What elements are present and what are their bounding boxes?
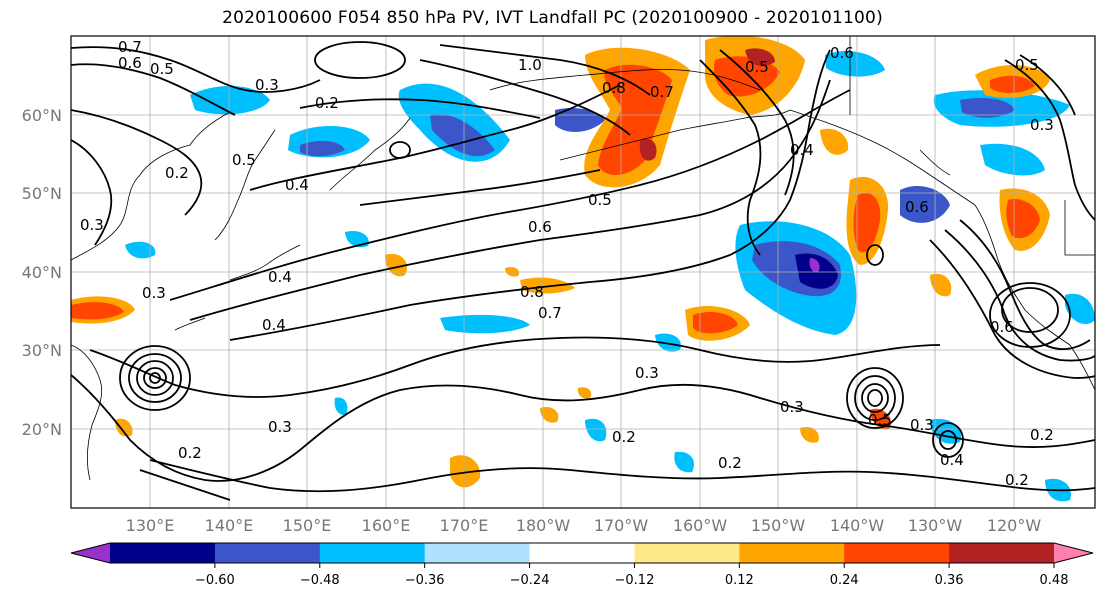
colorbar-ticks: −0.60 −0.48 −0.36 −0.24 −0.12 0.12 0.24 0.36 0.4…	[195, 563, 1069, 588]
colorbar-tick-label: −0.24	[510, 573, 550, 588]
colorbar-segment	[634, 543, 740, 563]
colorbar-max-extension	[1054, 543, 1093, 563]
lon-label: 150°E	[283, 516, 332, 535]
contour-label: 0.6	[118, 54, 142, 72]
contour-label: 0.2	[1030, 426, 1054, 444]
colorbar-segment	[529, 543, 635, 563]
colorbar-outline	[70, 542, 1094, 564]
lon-label: 120°W	[987, 516, 1042, 535]
contour-label: 0.2	[315, 94, 339, 112]
contour-label: 0.3	[1030, 116, 1054, 134]
contour-label: 0.3	[268, 418, 292, 436]
colorbar-segment	[844, 543, 950, 563]
contour-label: 0.3	[255, 76, 279, 94]
contour-label: 0.3	[780, 398, 804, 416]
latitude-labels: 60°N 50°N 40°N 30°N 20°N	[22, 106, 62, 439]
lat-label: 60°N	[22, 106, 62, 125]
lat-label: 40°N	[22, 263, 62, 282]
contour-label: 0.2	[612, 428, 636, 446]
contour-label: 0.5	[150, 60, 174, 78]
contour-label-group: 0.7 0.6 0.5 0.3 0.2 1.0 0.8 0.7 0.5 0.6 …	[80, 38, 1054, 489]
lon-label: 150°W	[751, 516, 806, 535]
lat-label: 20°N	[22, 420, 62, 439]
contour-label: 0.3	[910, 416, 934, 434]
colorbar-min-extension	[71, 543, 110, 563]
lon-label: 180°W	[516, 516, 571, 535]
lon-label: 140°E	[205, 516, 254, 535]
longitude-labels: 130°E 140°E 150°E 160°E 170°E 180°W 170°…	[126, 516, 1042, 535]
lon-label: 160°E	[362, 516, 411, 535]
lon-label: 160°W	[673, 516, 728, 535]
contour-label: 0.3	[635, 364, 659, 382]
colorbar-segment	[424, 543, 531, 563]
contour-label: 0.5	[745, 58, 769, 76]
colorbar-segments	[110, 543, 1055, 563]
colorbar-tick-label: 0.12	[725, 573, 754, 588]
colorbar-tick-label: −0.12	[615, 573, 655, 588]
lon-label: 170°E	[440, 516, 489, 535]
contour-label: 1.0	[518, 56, 542, 74]
contour-label: 0.5	[1015, 56, 1039, 74]
contour-label: 0.4	[285, 176, 309, 194]
contour-label: 0.7	[118, 38, 142, 56]
contour-label: 0.6	[905, 198, 929, 216]
contour-label: 0.2	[718, 454, 742, 472]
contour-label: 0.2	[178, 444, 202, 462]
contour-label: 0.2	[165, 164, 189, 182]
colorbar-tick-label: 0.48	[1040, 573, 1069, 588]
lat-label: 30°N	[22, 341, 62, 360]
contour-label: 0.4	[262, 316, 286, 334]
contour-label: 0.3	[80, 216, 104, 234]
colorbar-tick-label: −0.60	[195, 573, 235, 588]
colorbar-segment	[319, 543, 426, 563]
graticule	[71, 36, 1095, 508]
colorbar-segment	[110, 543, 216, 563]
contour-label: 0.2	[1005, 471, 1029, 489]
contour-label: 0.5	[868, 411, 892, 429]
lon-label: 130°W	[908, 516, 963, 535]
contour-label: 0.7	[650, 83, 674, 101]
contour-label: 0.3	[142, 284, 166, 302]
lon-label: 130°E	[126, 516, 175, 535]
lon-label: 170°W	[594, 516, 649, 535]
contour-label: 0.8	[602, 79, 626, 97]
contour-label: 0.5	[588, 191, 612, 209]
colorbar-segment	[949, 543, 1055, 563]
contour-label: 0.7	[538, 304, 562, 322]
map-border	[70, 35, 1096, 509]
contour-label: 0.4	[268, 268, 292, 286]
colorbar-tick-label: 0.36	[935, 573, 964, 588]
colorbar-tick-label: −0.36	[405, 573, 445, 588]
contour-label: 0.4	[790, 141, 814, 159]
lon-label: 140°W	[830, 516, 885, 535]
contour-label: 0.5	[232, 151, 256, 169]
contour-label: 0.6	[528, 218, 552, 236]
colorbar-tick-label: 0.24	[830, 573, 859, 588]
lat-label: 50°N	[22, 184, 62, 203]
contour-label: 0.8	[520, 283, 544, 301]
contour-lines	[71, 44, 1095, 501]
colorbar: −0.60 −0.48 −0.36 −0.24 −0.12 0.12 0.24 0.36 0.4…	[70, 542, 1094, 588]
contour-label: 0.4	[940, 451, 964, 469]
colorbar-segment	[739, 543, 845, 563]
colorbar-segment	[214, 543, 321, 563]
colorbar-tick-label: −0.48	[300, 573, 340, 588]
closed-contours	[119, 41, 1071, 458]
contour-label: 0.6	[830, 44, 854, 62]
shaded-field	[71, 36, 1095, 502]
contour-label: 0.6	[990, 318, 1014, 336]
map-title: 2020100600 F054 850 hPa PV, IVT Landfall…	[222, 8, 883, 28]
